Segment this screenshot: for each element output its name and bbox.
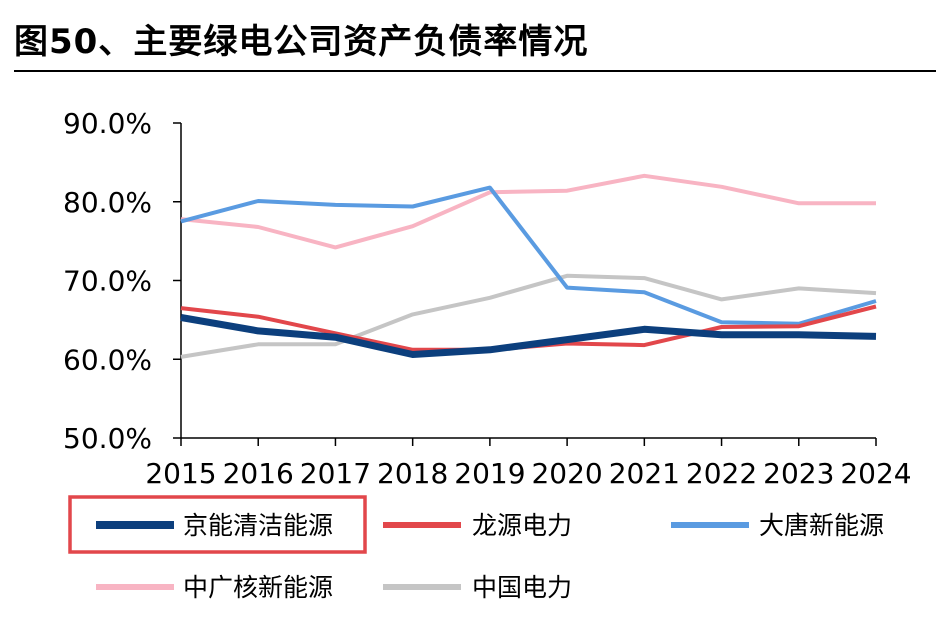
y-tick-labels: 50.0% 60.0% 70.0% 80.0% 90.0% [63, 107, 152, 455]
x-tick-label: 2021 [609, 457, 680, 490]
y-tick-label: 60.0% [63, 343, 152, 376]
axes [173, 122, 877, 446]
legend-label: 龙源电力 [472, 511, 572, 540]
x-tick-label: 2016 [223, 457, 294, 490]
y-tick-label: 70.0% [63, 265, 152, 298]
title-underline [14, 70, 936, 72]
series-line-3 [180, 185, 877, 326]
y-tick-label: 90.0% [63, 107, 152, 140]
series-line-5 [180, 273, 877, 359]
legend-highlight-box [68, 495, 367, 554]
x-tick-label: 2022 [686, 457, 757, 490]
x-tick-label: 2018 [377, 457, 448, 490]
chart-title: 图50、主要绿电公司资产负债率情况 [14, 22, 589, 62]
x-tick-label: 2024 [840, 457, 911, 490]
x-tick-label: 2015 [145, 457, 216, 490]
x-tick-label: 2017 [300, 457, 371, 490]
legend-label: 大唐新能源 [759, 511, 884, 540]
x-tick-label: 2020 [531, 457, 602, 490]
x-tick-labels: 2015 2016 2017 2018 2019 2020 2021 2022 2023 2024 [145, 457, 911, 490]
x-tick-label: 2023 [763, 457, 834, 490]
legend-label: 京能清洁能源 [183, 511, 333, 540]
x-tick-label: 2019 [454, 457, 525, 490]
series-line-4 [180, 173, 876, 250]
legend-label: 中国电力 [472, 573, 572, 602]
y-tick-label: 80.0% [63, 186, 152, 219]
legend-label: 中广核新能源 [183, 573, 333, 602]
y-tick-label: 50.0% [63, 422, 152, 455]
series-line-1 [180, 314, 877, 358]
series-lines [180, 173, 877, 359]
